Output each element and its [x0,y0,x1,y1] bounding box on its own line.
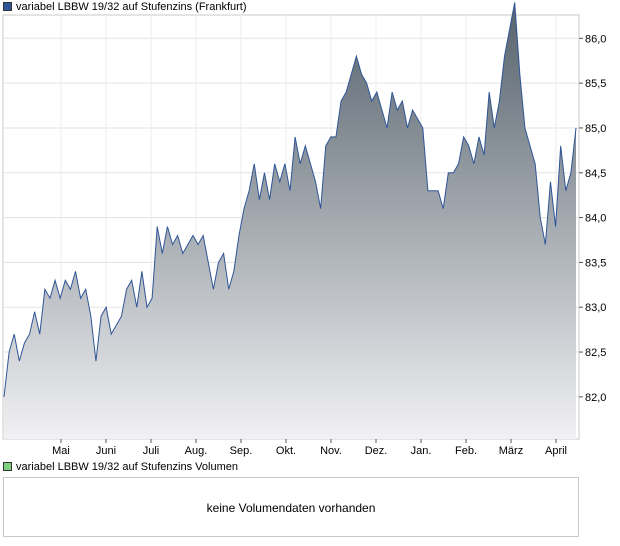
x-tick-label: Nov. [320,445,342,457]
x-tick-label: Jan. [411,445,432,457]
price-area [4,2,576,439]
x-tick-label: Sep. [230,445,253,457]
volume-panel: keine Volumendaten vorhanden [3,477,579,537]
y-axis: 82,0 82,5 83,0 83,5 84,0 84,5 85,0 85,5 86,0 [579,33,606,404]
y-tick-label: 84,5 [585,168,606,180]
x-tick-label: Dez. [365,445,388,457]
x-tick-label: Okt. [276,445,296,457]
price-legend: variabel LBBW 19/32 auf Stufenzins (Fran… [3,0,247,14]
price-legend-label: variabel LBBW 19/32 auf Stufenzins (Fran… [16,1,247,13]
x-tick-label: Aug. [185,445,208,457]
x-tick-label: Mai [52,445,70,457]
volume-legend-swatch [3,462,12,471]
x-tick-label: Juni [96,445,116,457]
x-tick-label: April [545,445,567,457]
y-tick-label: 83,0 [585,302,606,314]
x-tick-label: März [499,445,523,457]
x-tick-label: Feb. [455,445,477,457]
y-tick-label: 85,5 [585,78,606,90]
x-axis: Mai Juni Juli Aug. Sep. Okt. Nov. Dez. Jan. Feb. M… [52,439,567,457]
volume-legend-label: variabel LBBW 19/32 auf Stufenzins Volum… [16,461,238,473]
y-tick-label: 84,0 [585,213,606,225]
price-line [3,2,577,397]
y-tick-label: 83,5 [585,257,606,269]
y-tick-label: 86,0 [585,33,606,45]
price-chart: 82,0 82,5 83,0 83,5 84,0 84,5 85,0 85,5 86,0 Mai… [2,2,606,457]
y-tick-label: 82,0 [585,392,606,404]
volume-empty-message: keine Volumendaten vorhanden [206,501,376,515]
y-tick-label: 82,5 [585,347,606,359]
y-tick-label: 85,0 [585,123,606,135]
x-tick-label: Juli [143,445,160,457]
price-legend-swatch [3,2,12,11]
volume-legend: variabel LBBW 19/32 auf Stufenzins Volum… [3,460,238,474]
